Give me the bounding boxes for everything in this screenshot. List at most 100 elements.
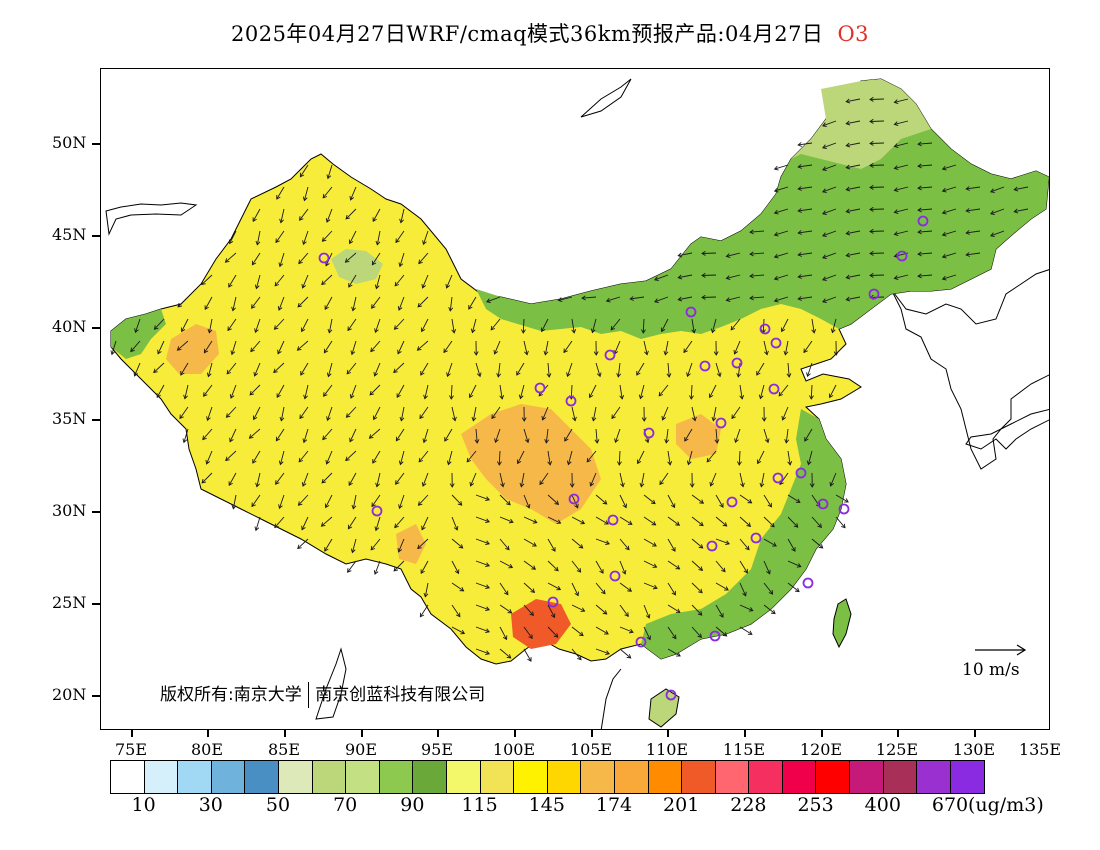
wind-arrow-shaft	[750, 296, 765, 299]
wind-arrow-head	[793, 523, 799, 528]
wind-arrow-head	[348, 282, 353, 288]
colorbar-label: 228	[730, 794, 767, 816]
wind-arrow-shaft	[739, 538, 750, 551]
wind-arrow-shaft	[894, 98, 909, 103]
wind-arrow-shaft	[798, 230, 813, 234]
wind-arrow-shaft	[327, 164, 333, 179]
wind-arrow-shaft	[787, 362, 790, 377]
wind-arrow-shaft	[399, 494, 405, 509]
wind-arrow-head	[525, 503, 531, 509]
wind-arrow-shaft	[420, 560, 429, 574]
wind-arrow-shaft	[447, 362, 453, 377]
colorbar-cell	[346, 761, 380, 793]
wind-arrow-shaft	[201, 472, 213, 484]
wind-arrow-shaft	[659, 472, 669, 485]
wind-arrow-head	[499, 394, 505, 400]
wind-arrow-shaft	[774, 230, 789, 236]
wind-arrow-head	[421, 482, 427, 487]
wind-arrow-head	[941, 253, 947, 259]
wind-arrow-head	[734, 438, 739, 444]
wind-arrow-shaft	[774, 164, 789, 170]
wind-arrow-head	[153, 368, 158, 374]
wind-arrow-head	[420, 370, 425, 376]
wind-arrow-head	[591, 416, 597, 422]
wind-arrow-shaft	[829, 384, 837, 398]
lat-label: 45N	[52, 225, 87, 244]
wind-arrow-head	[590, 328, 596, 334]
wind-arrow-head	[373, 371, 379, 377]
wind-arrow-shaft	[643, 516, 656, 526]
wind-arrow-head	[822, 166, 827, 171]
wind-arrow-shaft	[398, 538, 405, 553]
wind-arrow-head	[351, 504, 357, 510]
wind-arrow-shaft	[177, 296, 189, 308]
colorbar-unit: (ug/m3)	[968, 794, 1044, 816]
wind-arrow-shaft	[830, 472, 837, 487]
wind-arrow-head	[602, 610, 608, 615]
wind-arrow-head	[745, 545, 750, 551]
wind-arrow-shaft	[274, 274, 285, 287]
station-marker	[318, 252, 330, 264]
wind-arrow-shaft	[846, 120, 861, 125]
wind-arrow-head	[323, 392, 328, 397]
wind-arrow-head	[320, 522, 326, 527]
wind-arrow-shaft	[571, 406, 576, 421]
wind-arrow-shaft	[419, 406, 429, 419]
wind-arrow-shaft	[706, 450, 717, 463]
wind-arrow-shaft	[822, 208, 837, 215]
wind-arrow-shaft	[397, 340, 405, 354]
wind-arrow-shaft	[990, 208, 1005, 215]
wind-arrow-head	[677, 274, 683, 280]
wind-arrow-head	[302, 240, 307, 246]
wind-arrow-shaft	[495, 428, 501, 443]
wind-arrow-head	[485, 584, 490, 589]
wind-arrow-shaft	[619, 604, 629, 617]
wind-arrow-shaft	[595, 604, 608, 615]
wind-arrow-head	[375, 240, 381, 246]
wind-arrow-head	[225, 456, 230, 462]
wind-arrow-shaft	[249, 384, 261, 396]
wind-arrow-shaft	[352, 296, 357, 311]
wind-arrow-head	[869, 96, 874, 102]
wind-arrow-head	[610, 325, 616, 331]
wind-arrow-head	[688, 395, 694, 400]
x-tick	[284, 730, 286, 737]
wind-arrow-head	[326, 174, 332, 180]
copyright-left: 版权所有:南京大学	[160, 685, 302, 705]
lat-label: 50N	[52, 133, 87, 152]
wind-arrow-shaft	[637, 450, 645, 464]
wind-arrow-shaft	[726, 252, 741, 257]
wind-arrow-head	[321, 280, 326, 286]
wind-arrow-shaft	[571, 538, 584, 549]
wind-arrow-shaft	[394, 274, 405, 287]
wind-arrow-shaft	[255, 274, 261, 289]
wind-arrow-shaft	[678, 296, 693, 301]
colorbar-cell	[480, 761, 515, 793]
wind-arrow-shaft	[759, 384, 765, 399]
station-marker	[565, 395, 577, 407]
wind-arrow-shaft	[894, 230, 909, 235]
wind-arrow-shaft	[942, 208, 957, 214]
wind-arrow-head	[671, 590, 676, 596]
wind-arrow-shaft	[750, 230, 765, 233]
wind-arrow-shaft	[547, 604, 555, 618]
wind-arrow-head	[273, 325, 279, 330]
wind-arrow-shaft	[545, 428, 549, 443]
wind-arrow-shaft	[371, 296, 381, 309]
wind-arrow-shaft	[595, 626, 609, 635]
wind-arrow-head	[541, 415, 547, 421]
wind-arrow-head	[628, 628, 634, 634]
wind-arrow-shaft	[595, 538, 610, 545]
wind-arrow-head	[651, 521, 657, 526]
wind-arrow-shaft	[760, 472, 765, 487]
wind-arrow-head	[759, 482, 765, 488]
wind-arrow-shaft	[691, 582, 703, 594]
wind-arrow-shaft	[466, 450, 477, 463]
o3-hotspot-sichuan	[461, 404, 601, 524]
wind-arrow-head	[893, 275, 899, 280]
station-marker	[750, 532, 762, 544]
lon-label: 105E	[569, 740, 613, 759]
wind-arrow-head	[869, 140, 874, 146]
wind-arrow-shaft	[275, 428, 285, 441]
wind-arrow-shaft	[739, 560, 748, 574]
